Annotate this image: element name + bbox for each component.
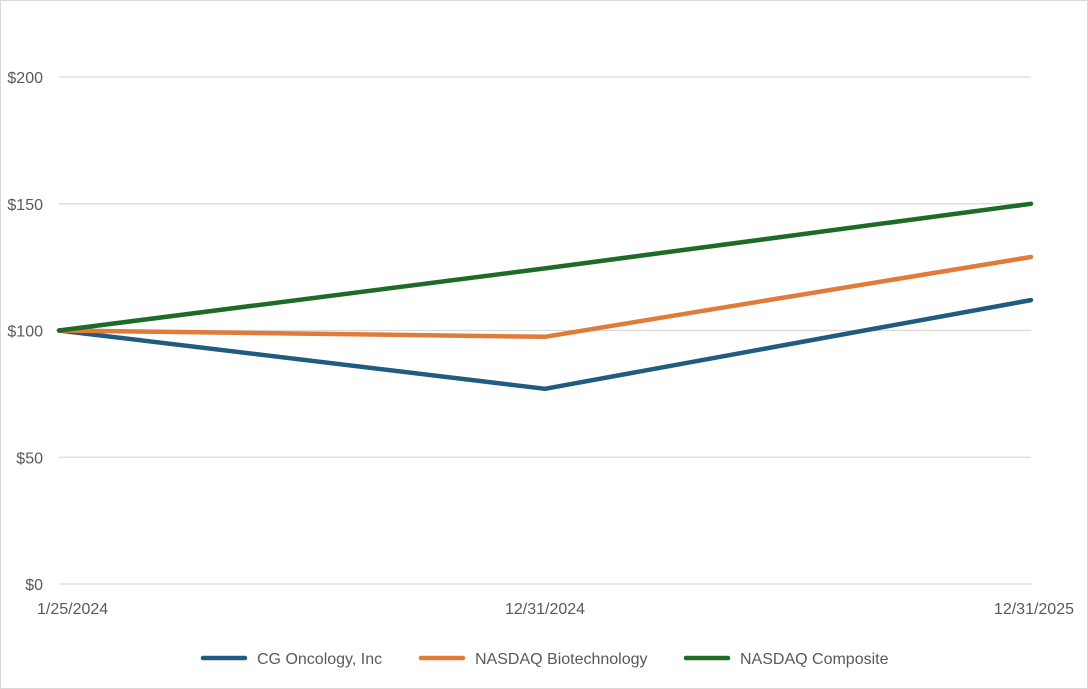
legend-label: CG Oncology, Inc <box>257 651 382 668</box>
series-line-2 <box>56 254 1034 340</box>
y-tick-label: $200 <box>7 70 43 87</box>
series-line-1 <box>56 297 1034 392</box>
y-tick-label: $100 <box>7 324 43 341</box>
y-tick-label: $0 <box>25 577 43 594</box>
x-tick-label: 12/31/2024 <box>505 601 585 618</box>
legend-label: NASDAQ Composite <box>740 651 889 668</box>
legend: CG Oncology, Inc NASDAQ Biotechnology NASD… <box>200 651 889 668</box>
legend-label: NASDAQ Biotechnology <box>475 651 648 668</box>
y-axis-tick-labels: $0 $50 $100 $150 $200 <box>7 70 43 594</box>
y-tick-label: $150 <box>7 197 43 214</box>
x-tick-label: 12/31/2025 <box>994 601 1074 618</box>
x-tick-label: 1/25/2024 <box>37 601 108 618</box>
series-line-3 <box>56 201 1034 333</box>
series-lines <box>56 201 1034 392</box>
y-tick-label: $50 <box>16 450 43 467</box>
x-axis-tick-labels: 1/25/2024 12/31/2024 12/31/2025 <box>37 601 1074 618</box>
